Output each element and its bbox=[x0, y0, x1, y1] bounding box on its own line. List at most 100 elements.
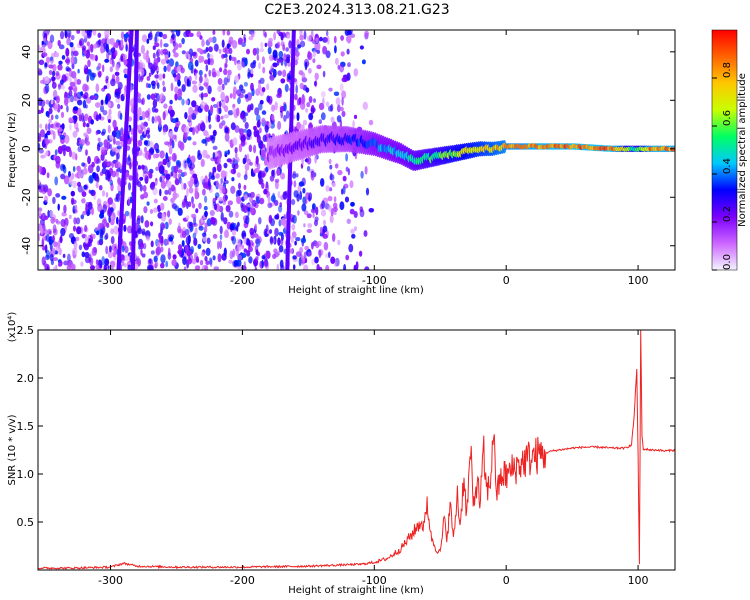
noise-speck bbox=[181, 240, 185, 247]
noise-speck bbox=[108, 135, 114, 140]
noise-speck bbox=[303, 223, 306, 228]
y-tick-label: 2.0 bbox=[17, 372, 35, 385]
noise-speck bbox=[68, 233, 75, 239]
noise-speck bbox=[277, 58, 284, 63]
noise-speck bbox=[254, 167, 260, 173]
noise-speck bbox=[152, 153, 157, 159]
noise-speck bbox=[168, 236, 174, 242]
noise-speck bbox=[174, 93, 178, 101]
noise-speck bbox=[60, 173, 66, 180]
noise-speck bbox=[177, 207, 183, 216]
noise-speck bbox=[115, 171, 120, 178]
noise-speck bbox=[60, 227, 66, 237]
noise-speck bbox=[285, 47, 289, 52]
noise-speck bbox=[283, 214, 287, 220]
noise-speck bbox=[231, 177, 235, 182]
noise-speck bbox=[91, 72, 97, 78]
noise-speck bbox=[153, 198, 158, 204]
noise-speck bbox=[229, 250, 234, 260]
noise-speck bbox=[77, 68, 80, 74]
noise-speck bbox=[217, 253, 222, 263]
noise-speck bbox=[139, 176, 144, 181]
x-tick-label: -200 bbox=[230, 574, 255, 587]
noise-speck bbox=[110, 236, 115, 245]
noise-speck bbox=[168, 218, 172, 226]
noise-speck bbox=[142, 185, 147, 192]
noise-speck bbox=[72, 115, 78, 121]
noise-speck bbox=[111, 130, 117, 138]
snr-x-label: Height of straight line (km) bbox=[288, 585, 424, 596]
noise-speck bbox=[61, 123, 65, 130]
noise-speck bbox=[129, 98, 135, 108]
noise-speck bbox=[144, 220, 150, 228]
noise-speck bbox=[199, 259, 204, 266]
noise-speck bbox=[349, 180, 354, 189]
noise-speck bbox=[266, 95, 271, 103]
noise-speck bbox=[319, 226, 323, 235]
noise-speck bbox=[277, 70, 283, 76]
noise-speck bbox=[232, 260, 237, 267]
noise-speck bbox=[202, 188, 206, 196]
noise-speck bbox=[254, 267, 258, 270]
noise-speck bbox=[161, 213, 165, 219]
noise-speck bbox=[211, 134, 216, 144]
noise-speck bbox=[46, 172, 50, 179]
noise-speck bbox=[198, 86, 204, 91]
snr-y-label: SNR (10 * v/v) bbox=[7, 414, 18, 485]
noise-speck bbox=[80, 91, 83, 96]
noise-speck bbox=[143, 140, 148, 146]
noise-speck bbox=[340, 35, 344, 41]
noise-speck bbox=[227, 110, 234, 116]
noise-speck bbox=[274, 178, 280, 183]
noise-speck bbox=[49, 34, 55, 43]
noise-speck bbox=[200, 158, 205, 168]
noise-speck bbox=[314, 72, 319, 81]
noise-speck bbox=[243, 184, 247, 191]
noise-speck bbox=[250, 103, 254, 111]
noise-speck bbox=[205, 247, 211, 256]
noise-speck bbox=[192, 84, 198, 93]
noise-speck bbox=[277, 237, 281, 246]
noise-speck bbox=[280, 78, 286, 84]
noise-speck bbox=[210, 217, 216, 225]
noise-speck bbox=[286, 56, 290, 64]
noise-speck bbox=[322, 225, 328, 233]
noise-speck bbox=[83, 243, 89, 251]
noise-speck bbox=[208, 257, 213, 265]
noise-speck bbox=[312, 212, 315, 219]
noise-speck bbox=[90, 233, 94, 241]
noise-speck bbox=[224, 127, 229, 134]
noise-speck bbox=[148, 141, 154, 148]
noise-speck bbox=[92, 95, 98, 100]
noise-speck bbox=[50, 216, 56, 224]
noise-speck bbox=[69, 81, 76, 87]
noise-speck bbox=[283, 103, 287, 112]
noise-speck bbox=[117, 103, 121, 110]
y-tick-label: -20 bbox=[20, 188, 33, 206]
noise-speck bbox=[115, 64, 120, 71]
noise-speck bbox=[156, 82, 160, 89]
noise-speck bbox=[96, 230, 100, 236]
noise-speck bbox=[238, 143, 243, 153]
noise-speck bbox=[95, 114, 100, 122]
noise-speck bbox=[202, 149, 208, 158]
noise-speck bbox=[278, 50, 284, 59]
noise-speck bbox=[153, 207, 158, 213]
noise-speck bbox=[203, 82, 209, 87]
x-tick-label: 100 bbox=[628, 574, 649, 587]
x-tick-label: 0 bbox=[503, 274, 510, 287]
noise-speck bbox=[258, 217, 262, 225]
noise-speck bbox=[222, 30, 226, 36]
noise-speck bbox=[146, 201, 150, 206]
noise-speck bbox=[274, 199, 279, 206]
noise-speck bbox=[219, 240, 223, 250]
noise-speck bbox=[159, 188, 162, 197]
noise-speck bbox=[83, 132, 88, 137]
noise-speck bbox=[83, 184, 88, 190]
noise-speck bbox=[70, 56, 75, 65]
noise-speck bbox=[73, 217, 77, 225]
noise-speck bbox=[183, 201, 188, 207]
noise-speck bbox=[44, 83, 50, 94]
noise-speck bbox=[264, 31, 267, 38]
noise-speck bbox=[339, 83, 344, 92]
